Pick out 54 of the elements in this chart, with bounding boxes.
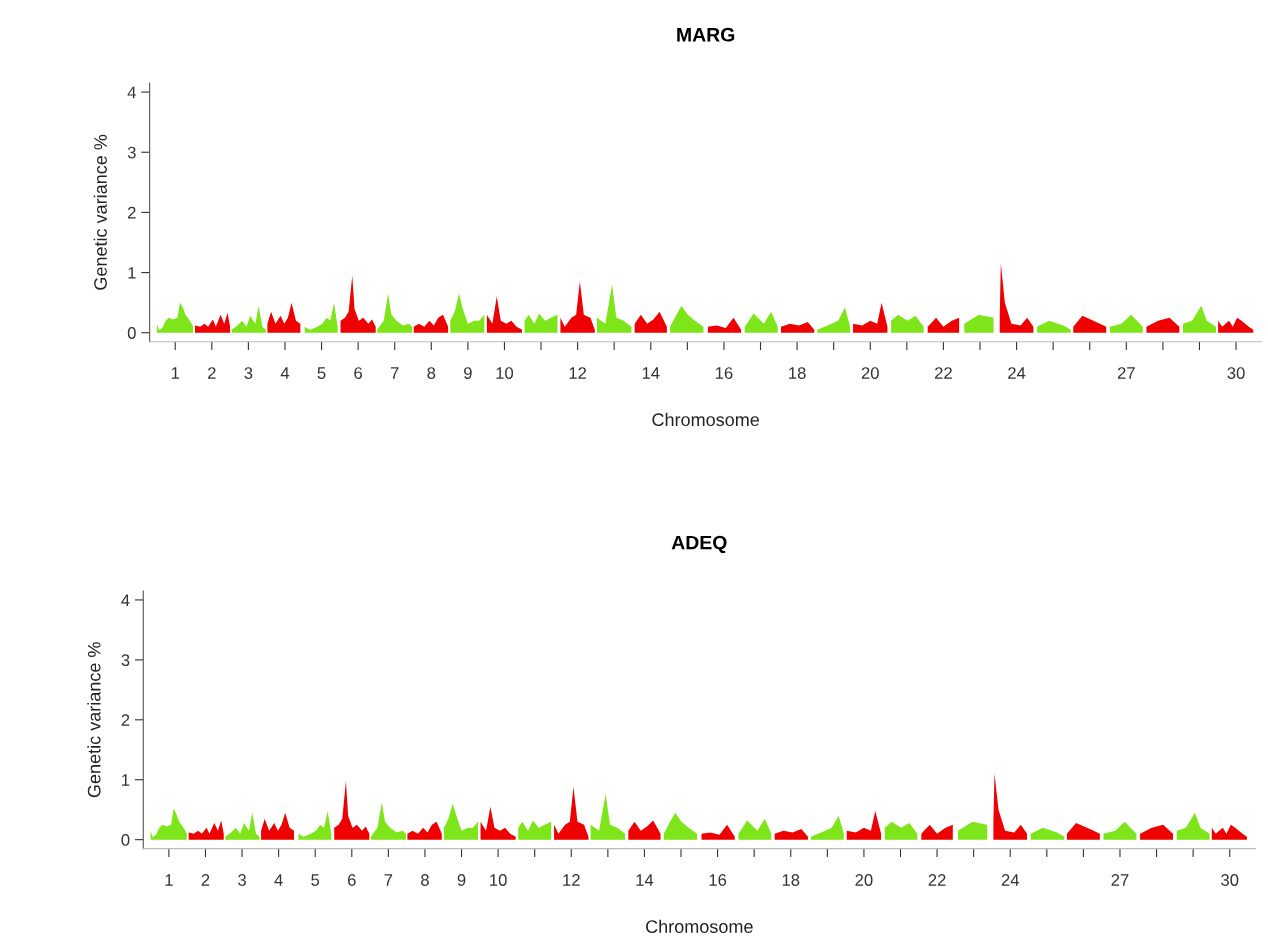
x-tick-label: 8: [421, 874, 429, 886]
x-tick-label: 9: [464, 367, 472, 379]
x-tick-label: 2: [208, 367, 216, 379]
x-tick-label: 24: [1001, 874, 1020, 886]
x-tick-label: 22: [928, 874, 946, 886]
x-tick-label: 22: [934, 367, 952, 379]
x-tick-label: 2: [201, 874, 210, 886]
x-tick-label: 14: [636, 874, 654, 886]
y-tick-label: 2: [128, 206, 136, 219]
x-tick-label: 12: [563, 874, 580, 886]
x-tick-label: 18: [782, 874, 800, 886]
x-tick-label: 16: [709, 874, 727, 886]
chart-title: ADEQ: [671, 535, 727, 554]
x-tick-label: 16: [715, 367, 733, 379]
x-tick-label: 10: [490, 874, 507, 886]
y-tick-label: 2: [121, 714, 130, 726]
x-tick-label: 30: [1227, 367, 1245, 379]
y-tick-label: 0: [121, 834, 130, 846]
x-tick-label: 14: [642, 367, 660, 379]
y-tick-label: 1: [128, 267, 136, 279]
x-tick-label: 7: [390, 367, 399, 379]
x-tick-label: 6: [354, 367, 363, 379]
x-tick-label: 27: [1117, 367, 1135, 379]
y-tick-label: 4: [121, 594, 130, 606]
x-tick-label: 7: [384, 874, 393, 886]
x-tick-label: 4: [274, 874, 283, 886]
x-tick-label: 20: [855, 874, 873, 886]
y-tick-label: 3: [127, 146, 136, 159]
x-tick-label: 18: [789, 367, 806, 379]
x-axis-title: Chromosome: [652, 412, 760, 427]
y-tick-label: 0: [127, 327, 136, 339]
chart-title: MARG: [677, 27, 735, 42]
y-axis-title: Genetic variance %: [87, 642, 101, 798]
x-tick-label: 3: [238, 874, 246, 886]
x-tick-label: 1: [165, 874, 173, 886]
x-axis-title: Chromosome: [646, 919, 753, 934]
x-tick-label: 3: [244, 367, 253, 379]
y-axis-title: Genetic variance %: [93, 134, 107, 290]
x-tick-label: 5: [317, 367, 326, 379]
x-tick-label: 30: [1221, 874, 1239, 886]
y-tick-label: 3: [121, 654, 130, 667]
x-tick-label: 1: [171, 367, 180, 379]
x-tick-label: 12: [569, 367, 587, 379]
y-tick-label: 1: [122, 774, 130, 786]
x-tick-label: 20: [861, 367, 879, 379]
x-tick-label: 8: [427, 367, 436, 379]
x-tick-label: 24: [1008, 367, 1026, 379]
x-tick-label: 5: [311, 874, 320, 886]
x-tick-label: 6: [348, 874, 356, 886]
x-tick-label: 4: [280, 367, 290, 379]
y-tick-label: 4: [127, 86, 136, 99]
x-tick-label: 9: [457, 874, 466, 886]
x-tick-label: 10: [496, 367, 514, 379]
x-tick-label: 27: [1111, 874, 1129, 886]
